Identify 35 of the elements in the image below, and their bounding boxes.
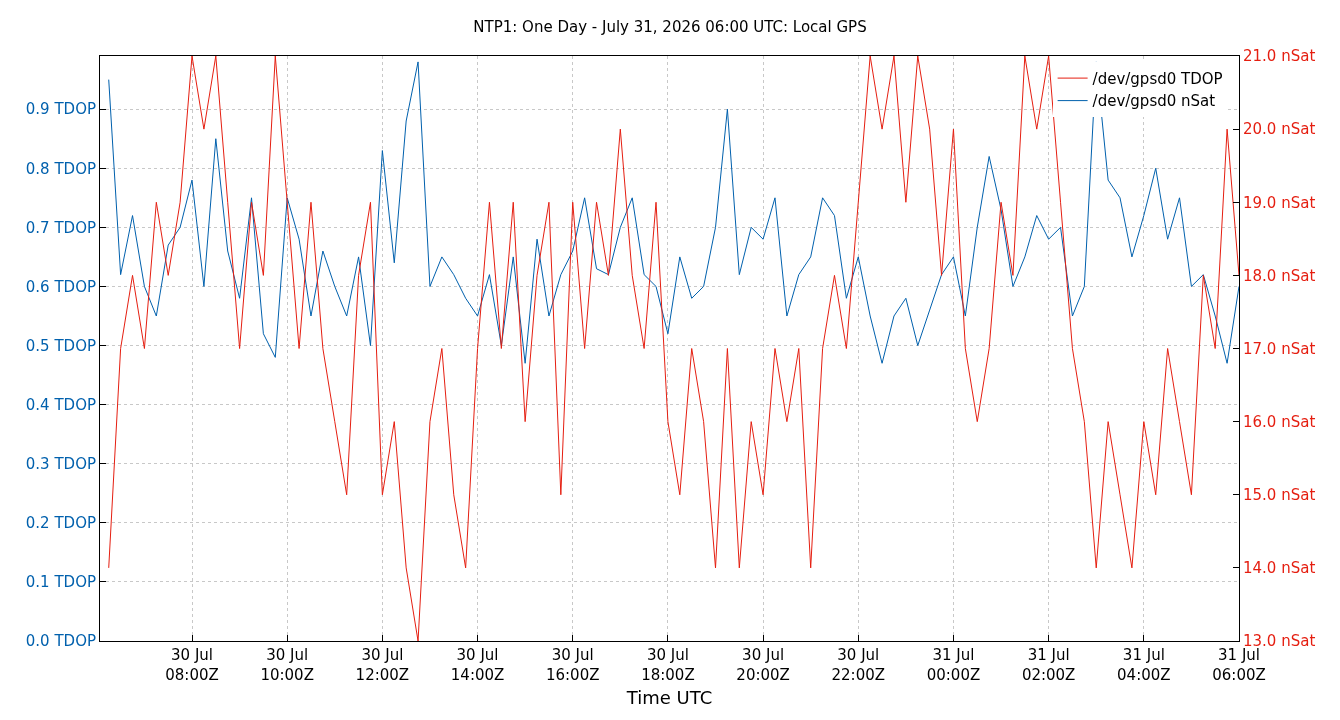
x-tick-label: 31 Jul 02:00Z xyxy=(1021,646,1076,684)
y2-tick-label: 16.0 nSat xyxy=(1243,412,1316,431)
x-tick-label: 30 Jul 16:00Z xyxy=(545,646,600,684)
x-tick-label: 31 Jul 04:00Z xyxy=(1117,646,1171,684)
y-tick-label: 0.1 TDOP xyxy=(25,573,96,592)
y-tick-label: 0.0 TDOP xyxy=(25,632,96,651)
y2-tick-label: 20.0 nSat xyxy=(1243,120,1316,139)
x-tick-label: 30 Jul 12:00Z xyxy=(355,646,410,684)
y-tick-label: 0.4 TDOP xyxy=(25,395,96,414)
legend-label: /dev/gpsd0 nSat xyxy=(1092,92,1216,111)
x-tick-label: 30 Jul 18:00Z xyxy=(641,646,695,684)
x-tick-label: 31 Jul 00:00Z xyxy=(926,646,981,684)
line-series xyxy=(108,61,1239,364)
x-tick-label: 30 Jul 22:00Z xyxy=(831,646,886,684)
line-series xyxy=(108,56,1239,641)
y2-tick-label: 17.0 nSat xyxy=(1243,339,1316,358)
y-tick-label: 0.7 TDOP xyxy=(25,218,96,237)
y-tick-label: 0.8 TDOP xyxy=(25,159,96,178)
x-tick-label: 30 Jul 10:00Z xyxy=(260,646,314,684)
y-tick-label: 0.6 TDOP xyxy=(25,277,96,296)
x-tick-label: 30 Jul 08:00Z xyxy=(165,646,219,684)
y2-tick-label: 19.0 nSat xyxy=(1243,193,1316,212)
y2-tick-label: 18.0 nSat xyxy=(1243,266,1316,285)
x-tick-label: 30 Jul 14:00Z xyxy=(450,646,505,684)
y-tick-label: 0.9 TDOP xyxy=(25,100,96,119)
chart-title: NTP1: One Day - July 31, 2026 06:00 UTC: Local GPS xyxy=(473,18,867,37)
y2-tick-label: 21.0 nSat xyxy=(1243,47,1316,66)
legend-label: /dev/gpsd0 TDOP xyxy=(1092,69,1223,88)
y-tick-label: 0.2 TDOP xyxy=(25,514,96,533)
y-tick-label: 0.5 TDOP xyxy=(25,336,96,355)
x-axis-title: Time UTC xyxy=(625,686,713,708)
y2-tick-label: 14.0 nSat xyxy=(1243,559,1316,578)
y-tick-label: 0.3 TDOP xyxy=(25,454,96,473)
x-tick-label: 30 Jul 20:00Z xyxy=(736,646,790,684)
y2-tick-label: 15.0 nSat xyxy=(1243,486,1316,504)
